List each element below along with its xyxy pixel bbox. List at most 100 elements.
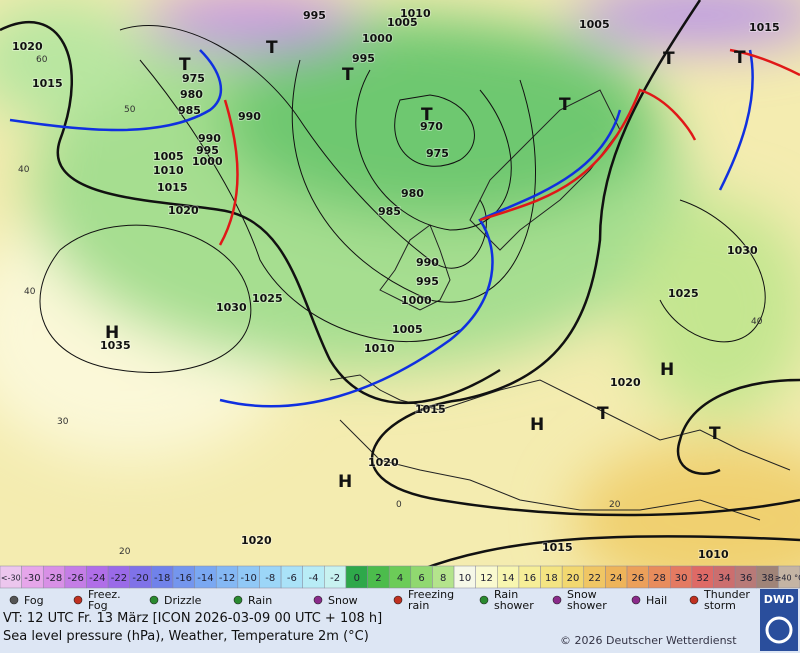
weather-icon <box>233 595 243 605</box>
pressure-system: T <box>342 65 354 85</box>
isobar-label: 1000 <box>192 155 223 168</box>
pressure-system: T <box>734 48 746 68</box>
weather-icon <box>9 595 19 605</box>
valid-time: VT: 12 UTC Fr. 13 März [ICON 2026-03-09 … <box>3 611 382 626</box>
weather-icon <box>552 595 562 605</box>
weather-legend-label: Hail <box>646 594 667 607</box>
isobar-label: 1035 <box>100 339 131 352</box>
isobar-label: 1015 <box>415 403 446 416</box>
isobar-label: 970 <box>420 120 443 133</box>
scale-label: 4 <box>397 573 403 584</box>
pressure-system: H <box>338 472 352 492</box>
scale-label: <-30 <box>1 574 21 583</box>
isobars <box>0 0 800 572</box>
scale-label: 32 <box>696 573 709 584</box>
isobar-label: 1005 <box>579 18 610 31</box>
scale-label: 16 <box>523 573 536 584</box>
scale-label: 38 <box>761 573 774 584</box>
pressure-system: H <box>530 415 544 435</box>
scale-label: -12 <box>219 573 235 584</box>
scale-label: -4 <box>309 573 319 584</box>
isobar-label: 1020 <box>610 376 641 389</box>
isobar-label: 1005 <box>387 16 418 29</box>
pressure-system: T <box>597 404 609 424</box>
weather-legend-label: Fog <box>24 594 44 607</box>
isobar-label: 980 <box>180 88 203 101</box>
isobar-label: 1020 <box>368 456 399 469</box>
isobar-label: 1005 <box>392 323 423 336</box>
weather-legend-label: Freezing <box>408 588 454 601</box>
scale-label: 24 <box>610 573 623 584</box>
temperature-label: 20 <box>609 500 621 510</box>
isobar-label: 990 <box>238 110 261 123</box>
weather-legend-label: shower <box>494 599 534 612</box>
isobar-label: 1015 <box>542 541 573 554</box>
copyright: © 2026 Deutscher Wetterdienst <box>560 634 737 647</box>
weather-legend-label: Snow <box>328 594 358 607</box>
pressure-system: T <box>709 424 721 444</box>
isobar-label: 1020 <box>12 40 43 53</box>
scale-label: 6 <box>418 573 424 584</box>
temperature-label: 40 <box>24 287 36 297</box>
scale-label: -28 <box>46 573 62 584</box>
scale-label: 36 <box>740 573 753 584</box>
isobar-label: 995 <box>352 52 375 65</box>
scale-label: 28 <box>653 573 666 584</box>
weather-legend-label: Snow <box>567 588 597 601</box>
logo: DWD <box>764 593 794 606</box>
weather-icon <box>73 595 83 605</box>
pressure-system: H <box>660 360 674 380</box>
weather-legend-label: Rain <box>494 588 518 601</box>
temperature-label: 0 <box>396 500 402 510</box>
fronts <box>9 48 800 408</box>
weather-icon <box>479 595 489 605</box>
description: Sea level pressure (hPa), Weather, Tempe… <box>3 629 369 644</box>
weather-legend-label: Thunder <box>703 588 750 601</box>
scale-label: -18 <box>154 573 170 584</box>
isobar-label: 995 <box>303 9 326 22</box>
weather-legend-label: rain <box>408 599 429 612</box>
scale-label: 20 <box>567 573 580 584</box>
scale-label: -22 <box>111 573 127 584</box>
pressure-system: T <box>559 95 571 115</box>
scale-label: -16 <box>176 573 192 584</box>
temperature-label: 40 <box>18 165 30 175</box>
isobar-label: 985 <box>178 104 201 117</box>
isobar-label: 1025 <box>668 287 699 300</box>
weather-icon <box>393 595 403 605</box>
temperature-label: 40 <box>751 317 763 327</box>
weather-legend-label: Rain <box>248 594 272 607</box>
scale-label: -8 <box>265 573 275 584</box>
isobar-label: 1025 <box>252 292 283 305</box>
weather-legend-label: storm <box>704 599 736 612</box>
isobar-label: 1000 <box>362 32 393 45</box>
scale-label: 18 <box>545 573 558 584</box>
scale-label: -20 <box>132 573 148 584</box>
isobar-label: 1000 <box>401 294 432 307</box>
isobar-label: 990 <box>416 256 439 269</box>
isobar-label: 995 <box>416 275 439 288</box>
weather-icon <box>689 595 699 605</box>
isobar-label: 1015 <box>749 21 780 34</box>
isobar-label: 1020 <box>241 534 272 547</box>
isobar-label: 1010 <box>698 548 729 561</box>
temperature-label: 50 <box>124 105 136 115</box>
scale-label: 30 <box>675 573 688 584</box>
isobar-label: 995 <box>196 144 219 157</box>
scale-label: -14 <box>197 573 213 584</box>
weather-legend-label: Freez. <box>88 588 121 601</box>
temperature-label: 20 <box>119 547 131 557</box>
isobar-label: 1005 <box>153 150 184 163</box>
scale-label: 34 <box>718 573 731 584</box>
scale-label: 2 <box>375 573 381 584</box>
scale-label: -10 <box>240 573 256 584</box>
isobar-label: 1030 <box>216 301 247 314</box>
isobar-label: 990 <box>198 132 221 145</box>
temperature-label: 30 <box>57 417 69 427</box>
isobar-label: 1020 <box>168 204 199 217</box>
map-background <box>0 0 800 600</box>
scale-label: 14 <box>502 573 515 584</box>
weather-legend-label: Drizzle <box>164 594 202 607</box>
isobar-label: 1030 <box>727 244 758 257</box>
